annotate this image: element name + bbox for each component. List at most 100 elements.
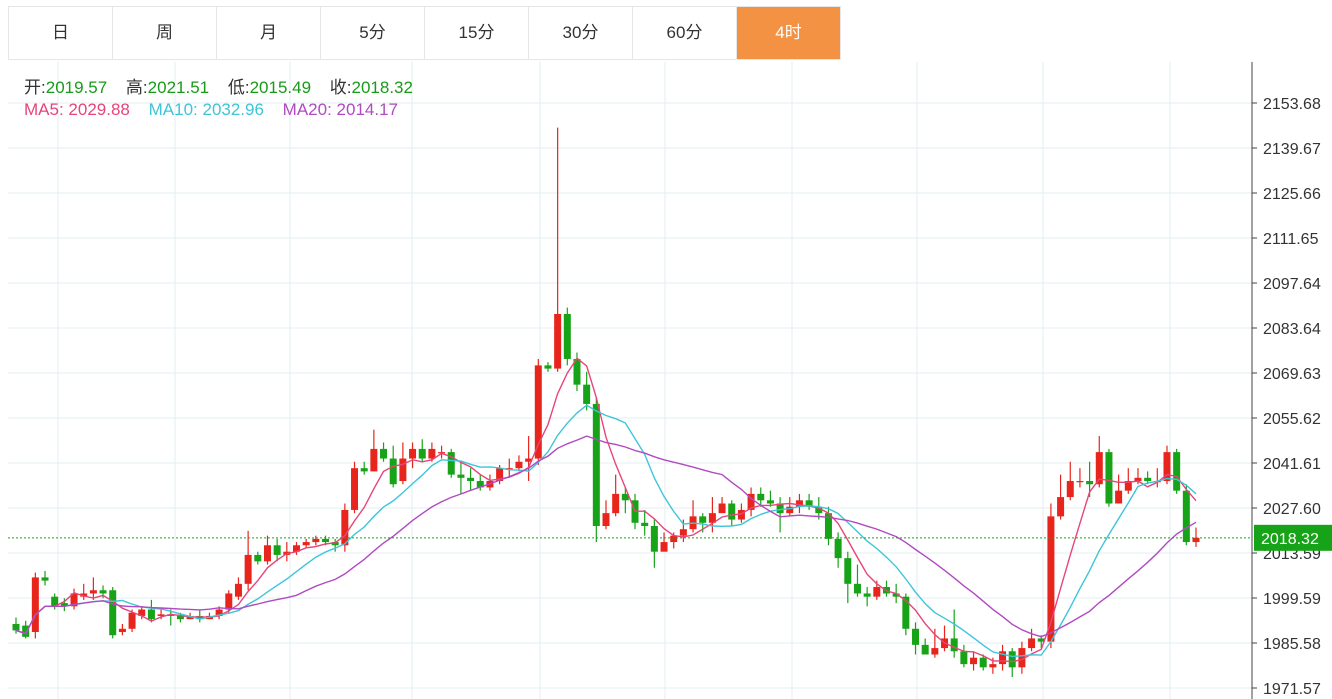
candle-body-95	[931, 648, 939, 655]
candle-body-74	[728, 503, 736, 520]
candle-body-65	[641, 522, 649, 527]
candle-body-57	[563, 313, 571, 359]
candle-body-120	[1173, 452, 1181, 491]
candle-body-23	[234, 583, 242, 597]
candle-body-9	[99, 590, 107, 594]
y-tick-label-0: 2153.68	[1263, 96, 1321, 113]
tab-0[interactable]: 日	[9, 7, 113, 59]
candle-body-32	[322, 538, 330, 543]
candle-body-85	[834, 538, 842, 559]
candle-body-6	[70, 593, 78, 607]
candle-body-48	[476, 481, 484, 488]
candle-body-11	[118, 628, 126, 633]
candle-body-33	[331, 542, 339, 546]
candle-body-83	[815, 506, 823, 514]
candle-body-81	[795, 500, 803, 507]
candle-body-80	[786, 506, 794, 514]
y-tick-label-9: 2027.60	[1263, 501, 1321, 518]
y-tick-label-6: 2069.63	[1263, 366, 1321, 383]
y-tick-label-12: 1985.58	[1263, 636, 1321, 653]
candle-body-66	[650, 526, 658, 552]
candle-body-114	[1115, 490, 1123, 504]
candle-body-2	[31, 577, 39, 633]
candle-body-59	[583, 384, 591, 404]
candle-body-117	[1144, 477, 1152, 482]
ma5-value: 2029.88	[68, 100, 130, 119]
candle-body-98	[960, 651, 968, 665]
candle-body-84	[824, 513, 832, 539]
current-price-label: 2018.32	[1261, 531, 1319, 548]
ma20-legend: MA20: 2014.17	[283, 100, 398, 119]
candle-body-107	[1047, 516, 1055, 642]
y-tick-label-11: 1999.59	[1263, 591, 1321, 608]
tab-3[interactable]: 5分	[321, 7, 425, 59]
candle-body-106	[1037, 638, 1045, 642]
ma20-line	[15, 435, 1197, 638]
candle-body-82	[805, 500, 813, 507]
candle-body-88	[863, 593, 871, 597]
candle-body-0	[12, 623, 20, 631]
close-value: 2018.32	[351, 78, 413, 97]
candle-body-17	[176, 615, 184, 620]
candle-body-72	[708, 513, 716, 523]
candle-body-53	[525, 458, 533, 462]
y-tick-label-3: 2111.65	[1263, 231, 1319, 248]
candle-body-43	[428, 448, 436, 459]
candle-body-39	[389, 458, 397, 485]
candle-body-112	[1095, 452, 1103, 485]
candle-body-99	[970, 657, 978, 665]
candle-body-22	[225, 593, 233, 610]
candle-body-122	[1192, 537, 1200, 543]
candle-body-21	[215, 609, 223, 616]
y-tick-label-4: 2097.64	[1263, 276, 1321, 293]
candle-body-37	[370, 448, 378, 472]
candle-body-24	[244, 554, 252, 584]
candle-body-94	[921, 644, 929, 655]
tab-7[interactable]: 4时	[737, 7, 841, 59]
y-tick-label-7: 2055.62	[1263, 411, 1321, 428]
candle-body-109	[1066, 481, 1074, 498]
candle-body-105	[1028, 638, 1036, 649]
candle-body-78	[766, 500, 774, 504]
candle-body-68	[670, 535, 678, 543]
candle-body-38	[380, 448, 388, 459]
close-label: 收:	[329, 78, 352, 97]
candle-body-87	[853, 583, 861, 594]
candle-body-71	[699, 516, 707, 523]
candle-body-34	[341, 509, 349, 546]
candle-body-35	[351, 468, 359, 510]
candle-body-69	[679, 529, 687, 536]
tab-5[interactable]: 30分	[529, 7, 633, 59]
candle-body-92	[902, 596, 910, 629]
candle-body-102	[999, 651, 1007, 665]
candle-body-3	[41, 577, 49, 581]
ma10-value: 2032.96	[202, 100, 264, 119]
tab-1[interactable]: 周	[113, 7, 217, 59]
current-price-tag	[1254, 524, 1332, 551]
tab-6[interactable]: 60分	[633, 7, 737, 59]
candle-body-16	[167, 614, 175, 616]
open-value: 2019.57	[45, 78, 108, 97]
ma5-label: MA5:	[24, 100, 64, 119]
candle-body-42	[418, 448, 426, 459]
ohlc-readout: 开:2019.57 高:2021.51 低:2015.49 收:2018.32	[24, 73, 413, 98]
tab-2[interactable]: 月	[217, 7, 321, 59]
candle-body-58	[573, 358, 581, 385]
candle-body-55	[544, 365, 552, 369]
candle-body-40	[399, 458, 407, 482]
candle-body-93	[912, 628, 920, 645]
candle-body-116	[1134, 477, 1142, 482]
candle-body-13	[138, 609, 146, 616]
candle-body-103	[1008, 651, 1016, 668]
candle-body-91	[892, 593, 900, 597]
candle-body-8	[89, 590, 97, 594]
candle-body-45	[447, 452, 455, 475]
tab-4[interactable]: 15分	[425, 7, 529, 59]
candle-body-89	[873, 587, 881, 597]
y-tick-label-8: 2041.61	[1263, 456, 1321, 473]
ma-legend: MA5: 2029.88 MA10: 2032.96 MA20: 2014.17	[24, 100, 412, 120]
candle-body-15	[157, 614, 165, 616]
candle-body-77	[757, 493, 765, 501]
candle-body-26	[263, 545, 271, 562]
